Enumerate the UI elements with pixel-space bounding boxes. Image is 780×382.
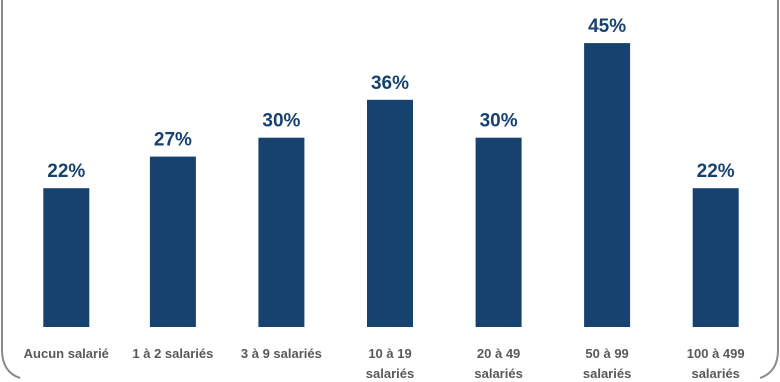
category-label-2: 3 à 9 salariés [241,346,322,361]
bar-3 [367,99,413,327]
value-label-6: 22% [697,161,735,182]
chart-frame-left [1,0,21,379]
value-label-1: 27% [154,130,192,151]
value-label-3: 36% [371,73,409,94]
category-label-3-line-1: salariés [366,366,414,381]
bar-2 [258,137,305,327]
bar-1 [149,156,196,327]
value-labels-group: 22% 27% 30% 36% 30% 45% 22% [47,16,735,182]
category-label-1: 1 à 2 salariés [132,346,213,361]
bar-0 [43,188,90,327]
category-label-0: Aucun salarié [24,346,109,361]
category-label-3-line-0: 10 à 19 [368,346,411,361]
category-label-4-line-1: salariés [474,366,522,381]
category-label-5-line-1: salariés [583,366,631,381]
category-label-6-line-0: 100 à 499 [687,346,745,361]
category-labels-group: Aucun salarié 1 à 2 salariés 3 à 9 salarié… [24,346,745,381]
bar-4 [475,137,522,327]
category-label-4-line-0: 20 à 49 [477,346,520,361]
value-label-4: 30% [480,111,518,132]
value-label-5: 45% [588,16,626,37]
value-label-2: 30% [262,111,300,132]
category-label-6-line-1: salariés [691,366,739,381]
bar-5 [584,43,631,327]
chart-frame-right [759,0,779,379]
bar-6 [692,188,739,327]
value-label-0: 22% [47,161,85,182]
category-label-5-line-0: 50 à 99 [585,346,628,361]
bars-group [43,43,739,327]
